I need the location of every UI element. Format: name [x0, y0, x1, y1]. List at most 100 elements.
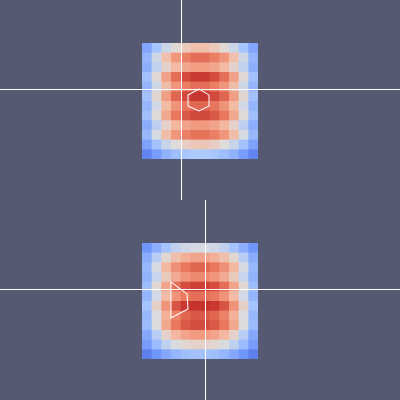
top-heatmap-cell: [200, 91, 211, 102]
top-heatmap-cell: [229, 81, 240, 92]
top-heatmap-cell: [219, 110, 230, 121]
top-heatmap-cell: [171, 149, 182, 159]
top-heatmap-cell: [229, 43, 240, 54]
top-heatmap-cell: [248, 91, 258, 102]
bottom-heatmap-cell: [238, 281, 249, 292]
top-heatmap-cell: [219, 62, 230, 73]
top-heatmap-cell: [171, 91, 182, 102]
top-heatmap-cell: [190, 139, 201, 150]
bottom-heatmap-cell: [190, 349, 201, 359]
top-heatmap-cell: [190, 52, 201, 63]
top-heatmap-cell: [190, 120, 201, 131]
bottom-heatmap-cell: [219, 272, 230, 283]
top-heatmap-cell: [248, 120, 258, 131]
bottom-heatmap-cell: [161, 339, 172, 350]
top-heatmap-cell: [248, 101, 258, 112]
top-heatmap-cell: [238, 101, 249, 112]
bottom-heatmap-cell: [171, 281, 182, 292]
top-heatmap-cell: [151, 62, 162, 73]
top-heatmap-cell: [238, 139, 249, 150]
bottom-heatmap-canvas[interactable]: [142, 243, 258, 359]
bottom-crosshair-horizontal[interactable]: [0, 289, 400, 290]
bottom-heatmap-cell: [190, 291, 201, 302]
bottom-heatmap-cell: [151, 339, 162, 350]
bottom-heatmap-cell: [142, 281, 153, 292]
bottom-heatmap-cell: [219, 262, 230, 273]
bottom-heatmap-cell: [171, 252, 182, 263]
top-heatmap-cell: [190, 91, 201, 102]
bottom-heatmap-cell: [248, 243, 258, 254]
top-heatmap-cell: [171, 43, 182, 54]
top-heatmap-canvas[interactable]: [142, 43, 258, 159]
bottom-heatmap-cell: [190, 252, 201, 263]
top-heatmap-cell: [190, 130, 201, 141]
bottom-heatmap-cell: [142, 272, 153, 283]
top-heatmap-cell: [229, 149, 240, 159]
bottom-heatmap-cell: [190, 272, 201, 283]
top-view[interactable]: [0, 0, 400, 200]
top-heatmap-cell: [151, 130, 162, 141]
bottom-heatmap-cell: [219, 320, 230, 331]
bottom-heatmap-cell: [219, 281, 230, 292]
bottom-heatmap-cell: [209, 272, 220, 283]
bottom-heatmap-cell: [180, 339, 191, 350]
top-heatmap-cell: [219, 101, 230, 112]
bottom-heatmap[interactable]: [142, 243, 258, 359]
top-heatmap-cell: [151, 149, 162, 159]
top-heatmap-cell: [200, 81, 211, 92]
top-heatmap-cell: [171, 110, 182, 121]
bottom-heatmap-cell: [219, 243, 230, 254]
top-heatmap-cell: [190, 43, 201, 54]
bottom-heatmap-cell: [238, 262, 249, 273]
bottom-heatmap-cell: [219, 310, 230, 321]
bottom-heatmap-cell: [151, 243, 162, 254]
bottom-heatmap-cell: [229, 349, 240, 359]
bottom-heatmap-cell: [238, 310, 249, 321]
top-heatmap-cell: [142, 62, 153, 73]
bottom-heatmap-cell: [248, 310, 258, 321]
bottom-view[interactable]: [0, 200, 400, 400]
top-heatmap-cell: [229, 101, 240, 112]
top-heatmap-cell: [142, 101, 153, 112]
top-heatmap-cell: [229, 62, 240, 73]
bottom-heatmap-cell: [229, 262, 240, 273]
top-heatmap-cell: [209, 101, 220, 112]
bottom-heatmap-cell: [180, 291, 191, 302]
bottom-heatmap-cell: [161, 252, 172, 263]
top-heatmap-cell: [200, 149, 211, 159]
top-heatmap-cell: [200, 62, 211, 73]
top-heatmap-cell: [200, 110, 211, 121]
top-heatmap-cell: [238, 149, 249, 159]
bottom-heatmap-cell: [190, 320, 201, 331]
top-heatmap-cell: [180, 130, 191, 141]
bottom-heatmap-cell: [219, 330, 230, 341]
top-crosshair-vertical[interactable]: [181, 0, 182, 200]
bottom-heatmap-cell: [238, 252, 249, 263]
bottom-heatmap-cell: [171, 330, 182, 341]
bottom-heatmap-cell: [209, 301, 220, 312]
top-heatmap-cell: [200, 72, 211, 83]
bottom-heatmap-cell: [142, 262, 153, 273]
bottom-heatmap-cell: [190, 301, 201, 312]
bottom-heatmap-cell: [151, 310, 162, 321]
top-crosshair-horizontal[interactable]: [0, 89, 400, 90]
top-heatmap-cell: [219, 52, 230, 63]
top-heatmap-cell: [209, 139, 220, 150]
bottom-heatmap-cell: [180, 349, 191, 359]
bottom-heatmap-cell: [180, 272, 191, 283]
bottom-heatmap-cell: [171, 262, 182, 273]
bottom-heatmap-cell: [161, 262, 172, 273]
bottom-heatmap-cell: [161, 281, 172, 292]
bottom-crosshair-vertical[interactable]: [205, 200, 206, 400]
bottom-heatmap-cell: [248, 291, 258, 302]
bottom-heatmap-cell: [142, 252, 153, 263]
top-heatmap-cell: [229, 72, 240, 83]
top-heatmap-cell: [161, 43, 172, 54]
bottom-heatmap-cell: [190, 281, 201, 292]
top-heatmap-cell: [200, 120, 211, 131]
bottom-heatmap-cell: [151, 281, 162, 292]
top-heatmap-cell: [219, 72, 230, 83]
top-heatmap-cell: [142, 43, 153, 54]
top-heatmap[interactable]: [142, 43, 258, 159]
